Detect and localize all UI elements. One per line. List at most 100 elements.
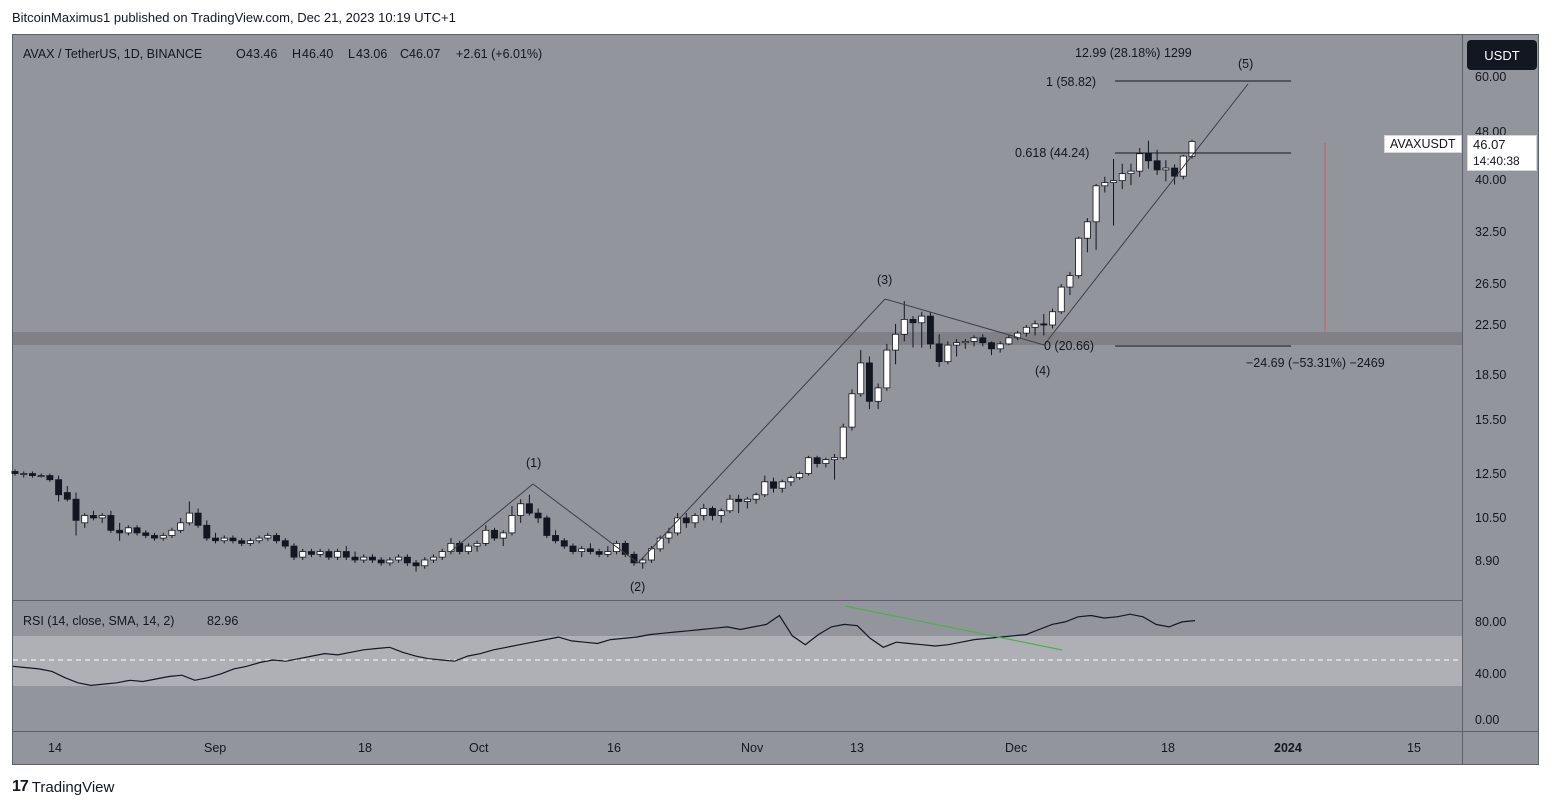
candle-body	[238, 540, 246, 544]
candle-body	[185, 512, 193, 524]
candles-group	[11, 139, 1196, 572]
candle-body	[857, 362, 865, 395]
candle-body	[525, 503, 533, 514]
candle-body	[281, 540, 289, 547]
candle-body	[55, 479, 63, 496]
candle-body	[1127, 170, 1135, 175]
price-tick: 32.50	[1475, 225, 1506, 239]
price-tick: 26.50	[1475, 277, 1506, 291]
candle-body	[586, 548, 594, 552]
candle-body	[761, 481, 769, 496]
legend-high: 46.40	[302, 47, 333, 61]
price-pane[interactable]	[13, 35, 1463, 600]
wave-segment	[1043, 83, 1249, 346]
legend-change: +2.61 (+6.01%)	[456, 47, 542, 61]
candle-body	[360, 556, 368, 561]
candle-body	[395, 556, 403, 561]
candle-body	[325, 551, 333, 558]
wave-5-label: (5)	[1238, 57, 1253, 71]
candle-body	[752, 494, 760, 500]
candle-body	[46, 475, 54, 481]
candle-body	[1092, 185, 1100, 223]
candle-body	[1049, 311, 1056, 326]
price-tick: 18.50	[1475, 368, 1506, 382]
candle-body	[909, 319, 917, 324]
candle-body	[403, 556, 411, 564]
price-tick: 60.00	[1475, 70, 1506, 84]
candle-body	[778, 481, 786, 489]
candle-body	[177, 522, 185, 531]
footer-brand[interactable]: 17 TradingView	[12, 778, 114, 796]
candle-body	[988, 342, 995, 350]
candle-body	[918, 315, 926, 324]
wave-segment	[449, 483, 534, 553]
time-tick: 18	[1161, 741, 1175, 755]
candle-body	[72, 498, 80, 521]
candle-body	[1153, 160, 1161, 171]
candle-body	[700, 507, 708, 516]
time-tick: 16	[607, 741, 621, 755]
candle-body	[1171, 167, 1179, 177]
candle-body	[1031, 323, 1039, 328]
candle-body	[770, 481, 777, 489]
candle-body	[578, 548, 586, 552]
time-tick: 2024	[1274, 741, 1302, 755]
price-tick: 10.50	[1475, 511, 1506, 525]
time-tick: 15	[1407, 741, 1421, 755]
candle-body	[491, 529, 498, 539]
candle-body	[1083, 221, 1091, 239]
rsi-divergence-line	[844, 605, 1063, 651]
time-tick: Nov	[741, 741, 764, 755]
candle-body	[456, 542, 464, 552]
candle-body	[796, 473, 804, 479]
currency-button[interactable]: USDT	[1467, 40, 1537, 70]
candle-body	[665, 532, 673, 539]
candle-body	[290, 545, 298, 558]
candle-body	[142, 532, 150, 536]
rsi-axis[interactable]: 80.00 40.00 0.00	[1475, 615, 1506, 727]
wave-lines	[449, 83, 1249, 564]
candle-body	[926, 315, 934, 345]
candle-body	[159, 535, 167, 539]
candle-body	[299, 551, 307, 558]
candle-body	[473, 542, 481, 547]
candle-body	[1118, 173, 1126, 182]
fib-0-label: 0 (20.66)	[1044, 339, 1094, 353]
candle-body	[421, 559, 429, 567]
candle-body	[107, 515, 115, 531]
candle-body	[377, 559, 385, 564]
price-axis[interactable]: 60.00 48.00 40.00 32.50 26.50 22.50 18.5…	[1475, 70, 1506, 568]
wave-2-label: (2)	[630, 580, 645, 594]
candle-body	[203, 524, 211, 539]
candle-body	[369, 556, 376, 561]
symbol-price-tag: AVAXUSDT	[1384, 135, 1462, 153]
candle-body	[1136, 153, 1144, 172]
wave-segment	[532, 483, 639, 564]
candle-body	[20, 473, 28, 475]
candle-body	[273, 535, 281, 542]
fib-1-label: 1 (58.82)	[1046, 75, 1096, 89]
fib-0618-label: 0.618 (44.24)	[1015, 146, 1089, 160]
candle-body	[674, 517, 682, 534]
candle-body	[464, 545, 472, 552]
candle-body	[1162, 167, 1170, 171]
candle-body	[98, 515, 106, 519]
candle-body	[883, 349, 891, 389]
candle-body	[63, 492, 71, 500]
time-tick: Sep	[204, 741, 226, 755]
candle-body	[28, 473, 36, 476]
legend-low-label: L	[348, 47, 355, 61]
wave-3-label: (3)	[877, 273, 892, 287]
support-band	[13, 332, 1463, 345]
candle-body	[351, 556, 359, 561]
candle-body	[979, 337, 987, 344]
candle-body	[194, 512, 202, 526]
candle-body	[412, 562, 420, 567]
candle-body	[1188, 141, 1196, 157]
time-axis[interactable]: 14 Sep 18 Oct 16 Nov 13 Dec 18 2024 15	[48, 741, 1421, 755]
candle-body	[1075, 237, 1083, 276]
candle-body	[1040, 323, 1048, 326]
candle-body	[133, 527, 141, 534]
legend-close-label: C	[400, 47, 409, 61]
